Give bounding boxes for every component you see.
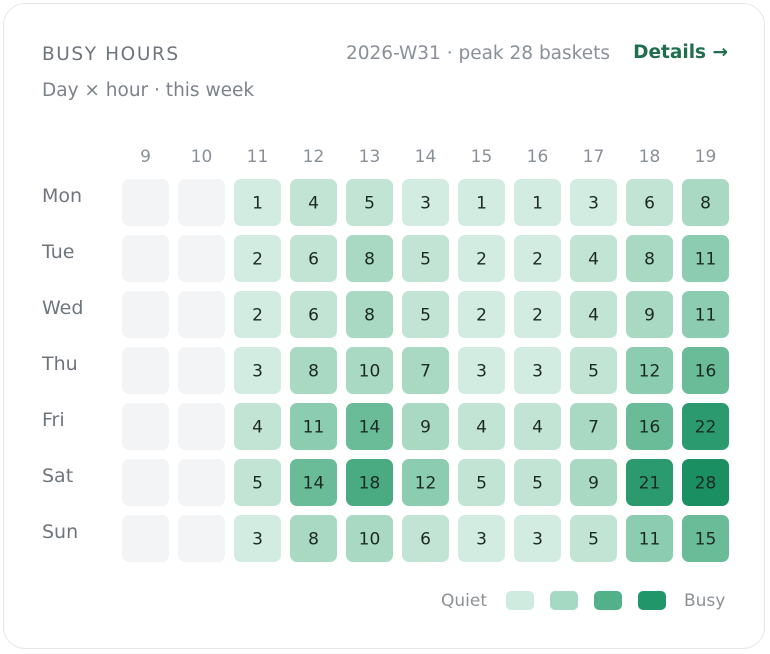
details-link[interactable]: Details → xyxy=(633,42,728,63)
card-subtitle: Day × hour · this week xyxy=(42,80,255,101)
legend-swatch-1 xyxy=(506,591,534,610)
legend-busy-label: Busy xyxy=(684,591,726,611)
legend-quiet-label: Quiet xyxy=(441,591,488,611)
card-title: BUSY HOURS xyxy=(42,44,180,65)
legend-swatch-2 xyxy=(550,591,578,610)
legend-swatch-4 xyxy=(638,591,666,610)
week-peak-meta: 2026-W31 · peak 28 baskets xyxy=(345,43,610,64)
legend-swatch-3 xyxy=(594,591,622,610)
